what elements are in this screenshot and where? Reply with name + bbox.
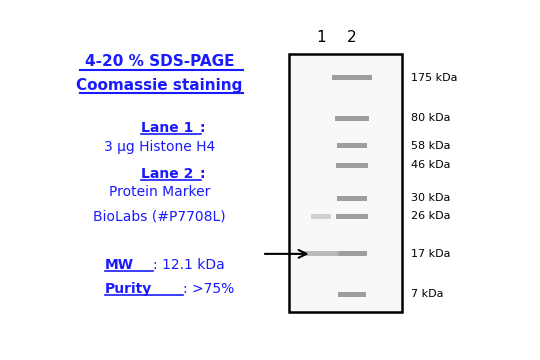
Text: 58 kDa: 58 kDa xyxy=(411,141,450,151)
Text: 30 kDa: 30 kDa xyxy=(411,193,450,203)
Bar xyxy=(338,196,367,201)
Bar xyxy=(338,251,367,256)
Bar xyxy=(336,163,368,168)
Bar xyxy=(332,75,372,80)
Text: : 12.1 kDa: : 12.1 kDa xyxy=(153,258,225,272)
Text: Protein Marker: Protein Marker xyxy=(109,185,210,199)
Bar xyxy=(336,214,368,219)
Text: 7 kDa: 7 kDa xyxy=(411,289,443,299)
Text: BioLabs (#P7708L): BioLabs (#P7708L) xyxy=(93,210,226,224)
Text: : >75%: : >75% xyxy=(183,282,234,296)
Text: 3 μg Histone H4: 3 μg Histone H4 xyxy=(104,140,215,154)
Text: 80 kDa: 80 kDa xyxy=(411,113,450,123)
Bar xyxy=(310,214,330,219)
Text: :: : xyxy=(199,121,205,135)
Text: 26 kDa: 26 kDa xyxy=(411,211,450,221)
Text: :: : xyxy=(199,167,205,181)
Text: 1: 1 xyxy=(316,30,326,45)
Bar xyxy=(289,54,402,312)
Text: 2: 2 xyxy=(347,30,357,45)
Bar xyxy=(335,116,369,121)
Bar xyxy=(338,292,366,297)
Text: 175 kDa: 175 kDa xyxy=(411,73,457,83)
Text: 4-20 % SDS-PAGE: 4-20 % SDS-PAGE xyxy=(85,54,234,69)
Text: Purity: Purity xyxy=(105,282,152,296)
Text: Coomassie staining: Coomassie staining xyxy=(76,78,243,93)
Text: MW: MW xyxy=(105,258,134,272)
Text: Lane 2: Lane 2 xyxy=(141,167,193,181)
Text: 17 kDa: 17 kDa xyxy=(411,249,450,259)
Text: Lane 1: Lane 1 xyxy=(141,121,193,135)
Bar xyxy=(338,143,367,148)
Bar xyxy=(302,251,339,256)
Text: 46 kDa: 46 kDa xyxy=(411,160,450,170)
